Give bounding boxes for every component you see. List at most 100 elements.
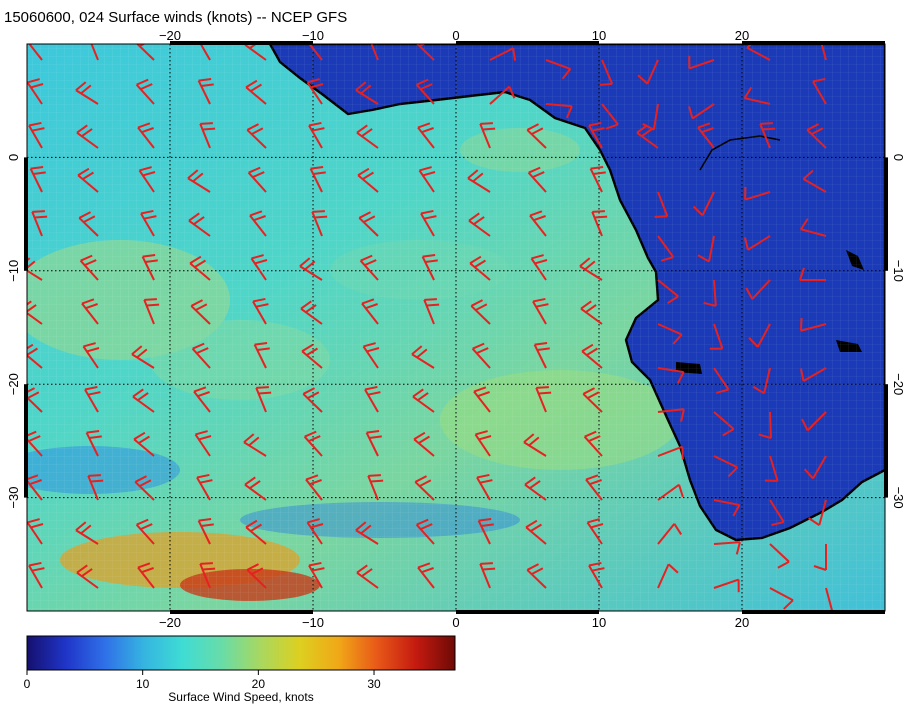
barb-flag (591, 127, 605, 132)
barb-flag (201, 523, 214, 528)
barb-staff (355, 529, 379, 545)
barb-staff (527, 172, 547, 193)
barb-flag (473, 216, 485, 226)
barb-flag (479, 479, 493, 484)
barb-staff (135, 524, 155, 545)
wind-barb (411, 345, 435, 369)
barb-staff (301, 350, 323, 369)
barb-flag (561, 68, 572, 80)
wind-barb (27, 44, 43, 61)
wind-barb (703, 279, 717, 307)
barb-staff (81, 302, 99, 325)
barb-flag (83, 342, 96, 348)
barb-flag (411, 345, 423, 355)
barb-flag (688, 55, 691, 69)
lat-labels-right: 0 −10 −20 −30 (891, 154, 906, 509)
barb-flag (360, 254, 373, 262)
barb-flag (137, 122, 151, 129)
barb-flag (589, 479, 602, 486)
wind-barb (526, 563, 547, 589)
barb-flag (697, 122, 711, 129)
barb-flag (140, 209, 154, 215)
barb-staff (657, 563, 670, 589)
wind-barb (713, 578, 740, 593)
barb-staff (769, 499, 785, 523)
barb-flag (135, 33, 146, 44)
barb-flag (136, 78, 149, 86)
barb-flag (764, 479, 778, 482)
barb-flag (76, 564, 88, 574)
barb-flag (419, 479, 432, 487)
barb-staff (199, 563, 211, 589)
barb-staff (187, 177, 211, 193)
barb-flag (584, 260, 596, 271)
wind-barb (306, 518, 324, 545)
barb-staff (812, 455, 827, 480)
barb-staff (246, 569, 267, 589)
barb-staff (76, 571, 99, 589)
barb-flag (688, 106, 694, 119)
barb-flag (88, 474, 101, 477)
barb-staff (657, 408, 684, 413)
barb-staff (85, 432, 99, 457)
wind-barb (412, 388, 435, 413)
barb-flag (308, 121, 322, 127)
barb-staff (358, 217, 379, 237)
barb-staff (713, 323, 724, 349)
barb-staff (244, 44, 267, 61)
barb-staff (197, 520, 211, 545)
lon-label-top: −20 (159, 28, 181, 43)
barb-flag (584, 430, 597, 438)
barb-flag (420, 83, 433, 91)
barb-staff (581, 350, 603, 369)
barb-flag (703, 301, 717, 307)
barb-flag (415, 33, 426, 44)
barb-staff (476, 476, 491, 501)
wind-barb (697, 235, 715, 263)
barb-flag (579, 257, 591, 267)
barb-staff (691, 103, 715, 120)
wind-barb (713, 499, 741, 517)
barb-staff (802, 178, 827, 193)
wind-barb (417, 122, 435, 149)
wind-barb (197, 517, 214, 545)
barb-flag (531, 254, 544, 260)
barb-flag (477, 391, 490, 398)
barb-flag (368, 31, 381, 39)
lon-labels-bottom: −20 −10 0 10 20 (159, 615, 749, 630)
barb-staff (713, 455, 738, 469)
barb-staff (308, 124, 323, 149)
barb-flag (254, 341, 268, 346)
barb-staff (417, 566, 435, 589)
wind-barbs (27, 31, 834, 611)
barb-staff (361, 302, 379, 325)
barb-staff (199, 123, 211, 149)
barb-staff (27, 350, 43, 369)
barb-flag (311, 127, 325, 132)
barb-flag (250, 83, 262, 92)
barb-flag (310, 523, 324, 529)
barb-staff (417, 126, 435, 149)
wind-barb (138, 166, 156, 193)
barb-staff (359, 260, 379, 281)
barb-flag (308, 435, 321, 443)
barb-flag (357, 167, 370, 177)
barb-flag (799, 267, 805, 281)
barb-staff (657, 323, 683, 336)
frame-bar-right (884, 157, 888, 271)
barb-flag (732, 504, 741, 517)
barb-flag (187, 169, 199, 179)
frame-bar-left (24, 157, 28, 271)
barb-flag (134, 475, 147, 483)
frame-scale-bars (24, 41, 888, 614)
wind-barb (135, 78, 155, 105)
barb-staff (479, 563, 491, 589)
barb-staff (137, 566, 155, 589)
barb-flag (80, 84, 92, 95)
wind-barb (523, 433, 547, 457)
barb-flag (255, 303, 269, 308)
wind-barb (713, 455, 739, 478)
barb-staff (299, 265, 323, 281)
barb-flag (478, 435, 492, 441)
